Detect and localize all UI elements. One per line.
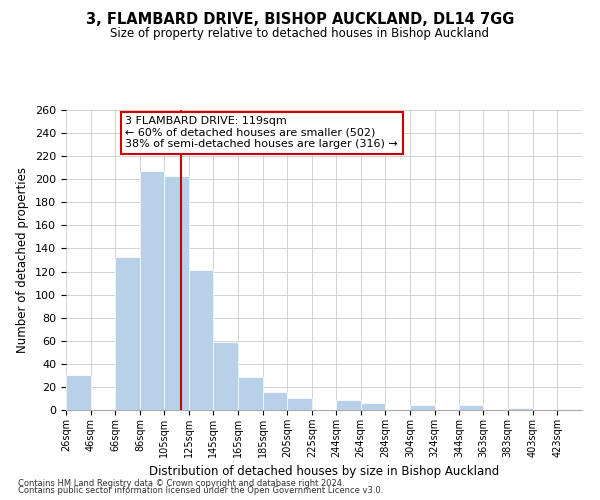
X-axis label: Distribution of detached houses by size in Bishop Auckland: Distribution of detached houses by size …	[149, 466, 499, 478]
Bar	[361, 403, 385, 410]
Bar	[557, 409, 582, 410]
Text: Size of property relative to detached houses in Bishop Auckland: Size of property relative to detached ho…	[110, 28, 490, 40]
Bar	[213, 342, 238, 410]
Text: Contains public sector information licensed under the Open Government Licence v3: Contains public sector information licen…	[18, 486, 383, 495]
Bar	[238, 376, 263, 410]
Bar	[336, 400, 361, 410]
Bar	[115, 256, 140, 410]
Bar	[460, 406, 483, 410]
Bar	[140, 171, 164, 410]
Bar	[410, 406, 435, 410]
Text: 3 FLAMBARD DRIVE: 119sqm
← 60% of detached houses are smaller (502)
38% of semi-: 3 FLAMBARD DRIVE: 119sqm ← 60% of detach…	[125, 116, 398, 149]
Y-axis label: Number of detached properties: Number of detached properties	[16, 167, 29, 353]
Text: Contains HM Land Registry data © Crown copyright and database right 2024.: Contains HM Land Registry data © Crown c…	[18, 478, 344, 488]
Bar	[188, 270, 213, 410]
Bar	[66, 376, 91, 410]
Bar	[508, 408, 533, 410]
Bar	[263, 392, 287, 410]
Text: 3, FLAMBARD DRIVE, BISHOP AUCKLAND, DL14 7GG: 3, FLAMBARD DRIVE, BISHOP AUCKLAND, DL14…	[86, 12, 514, 28]
Bar	[164, 176, 188, 410]
Bar	[287, 398, 312, 410]
